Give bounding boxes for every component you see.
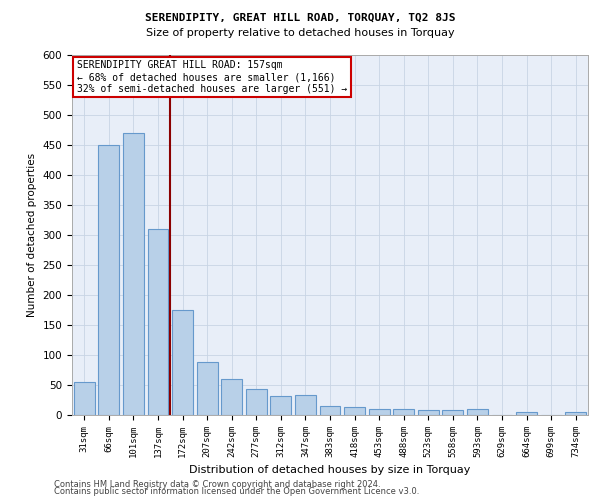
- Bar: [246, 389, 267, 415]
- Bar: [393, 409, 414, 415]
- Bar: [344, 406, 365, 415]
- Bar: [442, 410, 463, 415]
- Bar: [221, 379, 242, 415]
- Bar: [197, 362, 218, 415]
- Bar: [98, 145, 119, 415]
- Bar: [271, 396, 292, 415]
- Bar: [123, 133, 144, 415]
- Bar: [467, 409, 488, 415]
- Text: Contains HM Land Registry data © Crown copyright and database right 2024.: Contains HM Land Registry data © Crown c…: [54, 480, 380, 489]
- Bar: [418, 410, 439, 415]
- Y-axis label: Number of detached properties: Number of detached properties: [27, 153, 37, 317]
- Bar: [565, 412, 586, 415]
- Bar: [172, 310, 193, 415]
- Text: Size of property relative to detached houses in Torquay: Size of property relative to detached ho…: [146, 28, 454, 38]
- Text: Contains public sector information licensed under the Open Government Licence v3: Contains public sector information licen…: [54, 487, 419, 496]
- Bar: [516, 412, 537, 415]
- X-axis label: Distribution of detached houses by size in Torquay: Distribution of detached houses by size …: [190, 466, 470, 475]
- Text: SERENDIPITY, GREAT HILL ROAD, TORQUAY, TQ2 8JS: SERENDIPITY, GREAT HILL ROAD, TORQUAY, T…: [145, 12, 455, 22]
- Bar: [320, 406, 340, 415]
- Bar: [295, 394, 316, 415]
- Text: SERENDIPITY GREAT HILL ROAD: 157sqm
← 68% of detached houses are smaller (1,166): SERENDIPITY GREAT HILL ROAD: 157sqm ← 68…: [77, 60, 347, 94]
- Bar: [74, 382, 95, 415]
- Bar: [148, 229, 169, 415]
- Bar: [368, 409, 389, 415]
